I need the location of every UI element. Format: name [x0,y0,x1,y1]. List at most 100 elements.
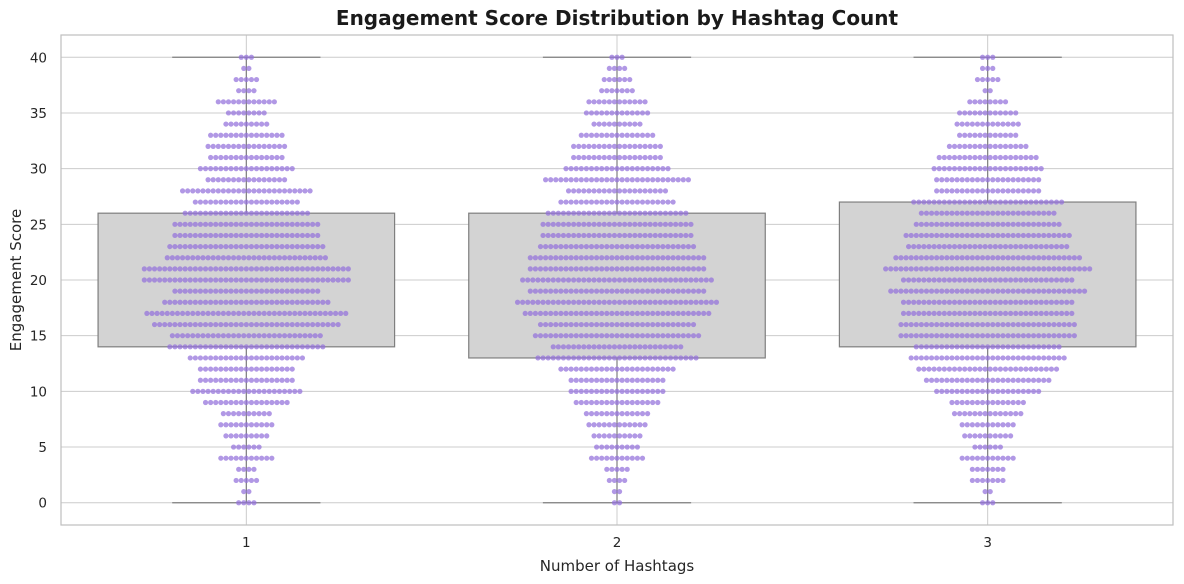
data-point [233,355,239,361]
data-point [558,199,564,205]
data-point [172,299,178,305]
data-point [918,221,924,227]
data-point [931,366,937,372]
data-point [213,210,219,216]
data-point [982,277,988,283]
data-point [934,266,940,272]
data-point [208,288,214,294]
data-point [982,199,988,205]
data-point [678,232,684,239]
data-point [634,444,641,450]
data-point [1020,344,1026,350]
data-point [979,232,986,239]
data-point [253,422,260,428]
data-point [667,210,674,216]
data-point [264,422,270,428]
data-point [1041,321,1047,328]
data-point [1051,344,1057,350]
data-point [197,221,204,227]
data-point [622,232,628,239]
data-point [1030,266,1037,272]
data-point [647,210,653,216]
data-point [985,288,991,294]
data-point [944,355,950,361]
data-point [243,76,249,83]
data-point [1043,310,1049,317]
data-point [616,422,623,428]
data-point [591,299,597,305]
data-point [238,455,244,461]
data-point [1025,355,1032,361]
data-point [690,310,697,317]
data-point [223,433,229,439]
data-point [619,54,625,60]
data-point [1013,243,1019,250]
data-point [639,266,646,272]
data-point [1081,288,1088,294]
data-point [622,344,628,350]
data-point [228,243,234,250]
data-point [959,355,965,361]
data-point [903,321,909,328]
data-point [680,310,686,317]
data-point [987,411,993,417]
data-point [650,266,656,272]
data-point [609,455,615,461]
data-point [588,455,595,461]
data-point [1051,210,1057,216]
data-point [650,321,656,328]
data-point [1071,255,1077,261]
data-point [979,121,986,127]
data-point [616,121,623,127]
data-point [660,377,666,383]
data-point [599,177,605,183]
data-point [967,99,973,105]
data-point [939,266,945,272]
data-point [269,243,275,250]
data-point [969,388,975,394]
data-point [1056,232,1062,239]
data-point [1028,154,1034,161]
data-point [253,321,260,328]
data-point [576,277,582,283]
data-point [611,277,618,283]
data-point [563,255,569,261]
data-point [1069,277,1075,283]
data-point [289,221,295,227]
data-point [634,377,641,383]
data-point [220,188,226,194]
data-point [609,466,615,472]
data-point [545,299,551,305]
data-point [1036,266,1042,272]
data-point [208,277,214,283]
data-point [1064,299,1070,305]
data-point [650,399,656,406]
data-point [251,143,257,149]
data-point [908,355,914,361]
data-point [650,377,656,383]
data-point [208,232,214,239]
data-point [992,444,998,450]
data-point [261,177,267,183]
data-point [202,377,209,383]
data-point [985,477,991,484]
data-point [259,433,265,439]
data-point [200,255,206,261]
data-point [683,221,689,227]
data-point [1015,266,1021,272]
data-point [248,433,255,439]
data-point [959,388,965,394]
data-point [609,266,615,272]
data-point [987,143,993,149]
data-point [655,366,661,372]
data-point [985,266,991,272]
data-point [548,266,554,272]
data-point [985,355,991,361]
data-point [619,132,625,138]
data-point [279,243,285,250]
data-point [1015,177,1021,183]
data-point [609,132,615,138]
data-point [614,243,620,250]
data-point [987,488,993,495]
data-point [990,377,996,383]
